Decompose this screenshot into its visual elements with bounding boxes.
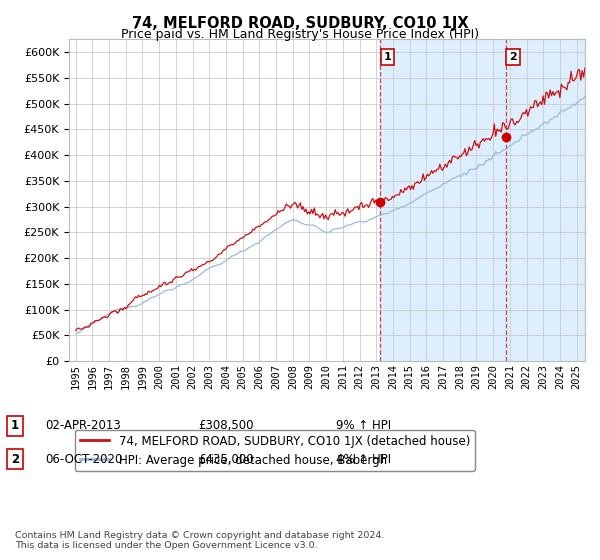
Text: 2: 2 (11, 452, 19, 466)
Text: 9% ↑ HPI: 9% ↑ HPI (336, 419, 391, 432)
Text: £308,500: £308,500 (198, 419, 254, 432)
Text: 2: 2 (509, 52, 517, 62)
Text: 74, MELFORD ROAD, SUDBURY, CO10 1JX: 74, MELFORD ROAD, SUDBURY, CO10 1JX (131, 16, 469, 31)
Legend: 74, MELFORD ROAD, SUDBURY, CO10 1JX (detached house), HPI: Average price, detach: 74, MELFORD ROAD, SUDBURY, CO10 1JX (det… (75, 430, 475, 472)
Text: 1: 1 (384, 52, 392, 62)
Text: £435,000: £435,000 (198, 452, 254, 466)
Text: 1: 1 (11, 419, 19, 432)
Bar (380, 39, 585, 361)
Text: 06-OCT-2020: 06-OCT-2020 (45, 452, 122, 466)
Text: 02-APR-2013: 02-APR-2013 (45, 419, 121, 432)
Text: Contains HM Land Registry data © Crown copyright and database right 2024.
This d: Contains HM Land Registry data © Crown c… (15, 530, 385, 550)
Text: 4% ↑ HPI: 4% ↑ HPI (336, 452, 391, 466)
Text: Price paid vs. HM Land Registry's House Price Index (HPI): Price paid vs. HM Land Registry's House … (121, 28, 479, 41)
